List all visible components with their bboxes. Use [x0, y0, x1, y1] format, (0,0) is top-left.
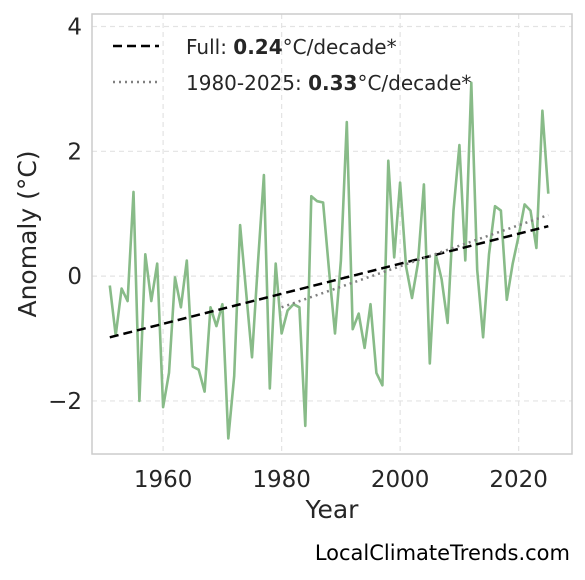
- trend-line-full: [109, 224, 549, 339]
- legend-full-value: 0.24: [233, 35, 282, 59]
- y-tick-label-3: 4: [67, 14, 82, 40]
- y-tick-label-0: −2: [48, 389, 82, 415]
- y-axis-title: Anomaly (°C): [13, 150, 42, 317]
- plot-frame: [91, 13, 573, 455]
- legend-recent-suffix: °C/decade*: [357, 71, 471, 95]
- legend-recent-value: 0.33: [308, 71, 357, 95]
- y-tick-label-2: 2: [67, 139, 82, 165]
- x-tick-label-1960: 1960: [134, 467, 193, 493]
- legend-full-suffix: °C/decade*: [283, 35, 397, 59]
- legend-entry-recent: 1980-2025: 0.33°C/decade*: [186, 71, 471, 95]
- legend-recent-prefix: 1980-2025:: [186, 71, 308, 95]
- watermark: LocalClimateTrends.com: [315, 541, 570, 565]
- y-tick-label-1: 0: [67, 264, 82, 290]
- legend: Full: 0.24°C/decade* 1980-2025: 0.33°C/d…: [113, 35, 471, 95]
- anomaly-series-line: [108, 81, 550, 440]
- x-axis-title: Year: [305, 495, 360, 524]
- x-tick-label-2020: 2020: [489, 467, 548, 493]
- trend-line-recent: [281, 213, 549, 309]
- tick-labels: 1960 1980 2000 2020 −2 0 2 4: [48, 14, 548, 493]
- plot-series: [108, 81, 550, 440]
- legend-full-prefix: Full:: [186, 35, 233, 59]
- legend-entry-full: Full: 0.24°C/decade*: [186, 35, 397, 59]
- x-tick-label-2000: 2000: [371, 467, 430, 493]
- x-tick-label-1980: 1980: [252, 467, 311, 493]
